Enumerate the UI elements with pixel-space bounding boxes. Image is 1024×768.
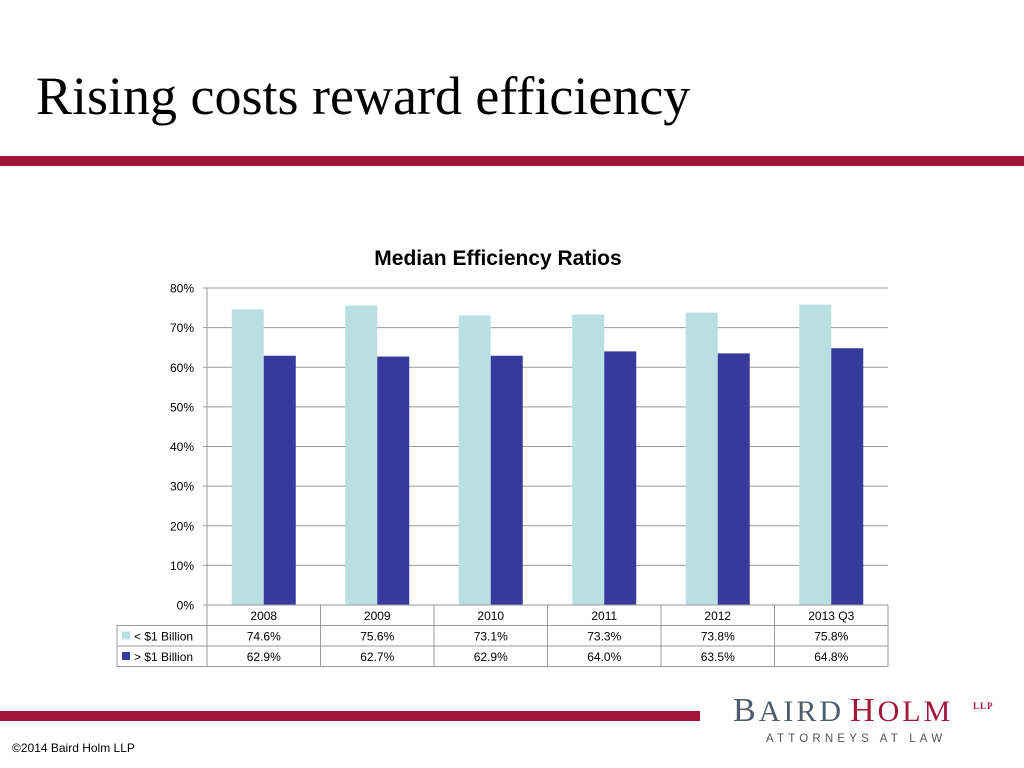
y-tick-label: 50% [170,400,194,414]
data-table-value: 75.8% [814,630,848,644]
data-table-value: 64.8% [814,650,848,664]
firm-logo: BAIRD HOLM LLP ATTORNEYS AT LAW [733,694,1003,750]
slide-title: Rising costs reward efficiency [36,66,691,126]
data-table-value: 62.7% [360,650,394,664]
data-table-value: 64.0% [587,650,621,664]
x-category-label: 2009 [364,609,391,623]
data-table-value: 63.5% [701,650,735,664]
legend-swatch [122,652,130,660]
logo-name-1: AIRD [758,695,845,728]
logo-initial-2: H [850,692,878,729]
bar [717,353,750,605]
bar [604,351,637,605]
data-table-value: 75.6% [360,630,394,644]
bar [458,315,491,605]
bar [490,355,523,605]
data-table-value: 62.9% [247,650,281,664]
bar [831,348,864,605]
logo-suffix: LLP [973,701,994,711]
x-category-label: 2008 [250,609,277,623]
logo-name-2: OLM [877,695,954,728]
legend-label: < $1 Billion [134,630,193,644]
x-category-label: 2010 [477,609,504,623]
y-tick-label: 70% [170,321,194,335]
y-tick-label: 80% [170,282,194,296]
y-tick-label: 40% [170,440,194,454]
top-accent-rule [0,156,1024,166]
x-category-label: 2012 [704,609,731,623]
data-table-value: 73.1% [474,630,508,644]
bar [263,355,296,605]
bar [685,312,718,605]
data-table-value: 74.6% [247,630,281,644]
data-table-value: 73.8% [701,630,735,644]
logo-wordmark: BAIRD HOLM [733,692,954,729]
y-tick-label: 20% [170,519,194,533]
bar [377,356,410,605]
bar [345,305,378,605]
y-tick-label: 0% [177,599,195,613]
bar [799,304,832,605]
x-category-label: 2013 Q3 [808,609,854,623]
logo-tagline: ATTORNEYS AT LAW [766,733,947,745]
chart-title: Median Efficiency Ratios [374,247,621,270]
legend-label: > $1 Billion [134,650,193,664]
footer-copyright: ©2014 Baird Holm LLP [12,741,135,755]
y-tick-label: 30% [170,480,194,494]
y-tick-label: 10% [170,559,194,573]
bar [231,309,264,605]
data-table-value: 73.3% [587,630,621,644]
bottom-accent-rule [0,711,700,721]
logo-initial-1: B [733,692,759,729]
legend-swatch [122,631,130,640]
data-table-value: 62.9% [474,650,508,664]
x-category-label: 2011 [591,609,617,623]
bar [572,314,605,605]
y-tick-label: 60% [170,361,194,375]
